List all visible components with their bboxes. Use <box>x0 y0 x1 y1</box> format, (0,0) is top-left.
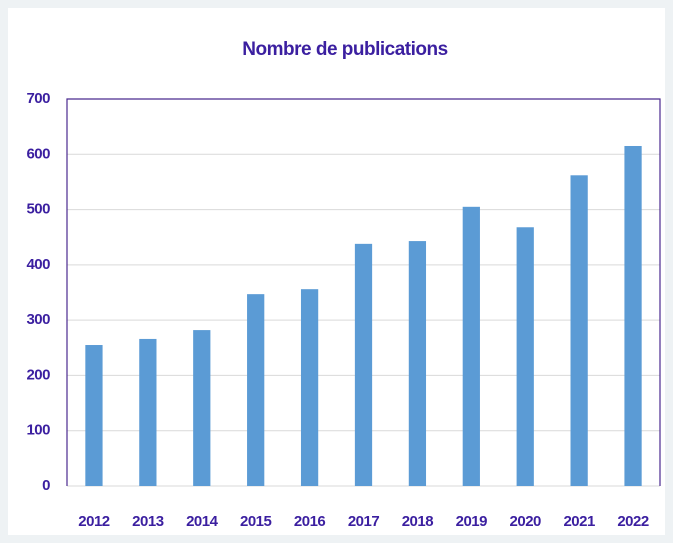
bar <box>139 338 157 486</box>
x-tick-label: 2022 <box>617 513 649 530</box>
bar <box>624 145 642 486</box>
bar <box>247 294 265 486</box>
x-tick-label: 2014 <box>186 513 219 530</box>
bar <box>462 206 480 487</box>
x-tick-label: 2021 <box>563 513 595 530</box>
x-tick-label: 2020 <box>510 513 542 530</box>
x-tick-label: 2016 <box>294 513 326 530</box>
bar <box>300 289 319 486</box>
y-tick-label: 600 <box>26 145 50 162</box>
bar <box>354 243 373 486</box>
y-tick-label: 700 <box>26 90 50 107</box>
y-tick-label: 400 <box>26 256 50 273</box>
x-tick-label: 2013 <box>132 513 164 530</box>
bar <box>408 241 427 486</box>
y-tick-label: 200 <box>26 366 50 383</box>
x-tick-label: 2017 <box>348 513 380 530</box>
chart-title: Nombre de publications <box>242 39 447 60</box>
x-tick-label: 2012 <box>78 513 110 530</box>
x-tick-label: 2015 <box>240 513 272 530</box>
x-tick-label: 2018 <box>402 513 434 530</box>
bar <box>193 330 211 486</box>
bar <box>570 175 588 486</box>
y-tick-label: 500 <box>26 201 50 218</box>
bar <box>85 345 103 486</box>
y-tick-label: 300 <box>26 311 50 328</box>
y-tick-label: 0 <box>42 477 50 494</box>
y-tick-label: 100 <box>26 422 50 439</box>
x-tick-label: 2019 <box>456 513 488 530</box>
bar <box>516 227 534 486</box>
chart-panel <box>8 8 665 535</box>
plot-border <box>66 98 661 486</box>
